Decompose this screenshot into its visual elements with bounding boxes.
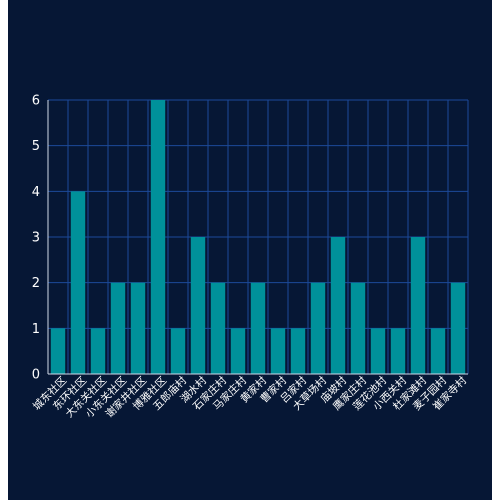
bar	[410, 237, 426, 374]
bar	[270, 328, 286, 374]
bar	[70, 191, 86, 374]
bar	[250, 282, 266, 374]
bar	[330, 237, 346, 374]
bar	[130, 282, 146, 374]
bar	[450, 282, 466, 374]
bar	[170, 328, 186, 374]
bar	[50, 328, 66, 374]
y-tick-label: 1	[32, 322, 40, 337]
bar	[290, 328, 306, 374]
bar	[110, 282, 126, 374]
y-tick-label: 3	[32, 231, 40, 246]
bar	[210, 282, 226, 374]
bar	[430, 328, 446, 374]
axis-layer	[47, 100, 468, 375]
y-tick-label: 0	[32, 368, 40, 383]
bar	[310, 282, 326, 374]
grid-layer	[47, 99, 469, 375]
bar-layer	[50, 100, 466, 374]
y-tick-label: 5	[32, 139, 40, 154]
y-tick-label: 4	[32, 185, 40, 200]
bar	[90, 328, 106, 374]
chart-panel: 0 1 2 3 4 5 6 城东社区 东环社区 大东关社区 小东关社区 谢家井社区 博雅社区 五郎庙村 湖水…	[8, 0, 492, 500]
bar	[150, 100, 166, 374]
bar	[390, 328, 406, 374]
y-tick-label: 2	[32, 276, 40, 291]
y-tick-label: 6	[32, 94, 40, 109]
bar	[190, 237, 206, 374]
bar	[230, 328, 246, 374]
bar	[350, 282, 366, 374]
bar	[370, 328, 386, 374]
bar-chart: 0123456城东社区东环社区大东关社区小东关社区谢家井社区博雅社区五郎庙村湖水…	[30, 94, 469, 421]
